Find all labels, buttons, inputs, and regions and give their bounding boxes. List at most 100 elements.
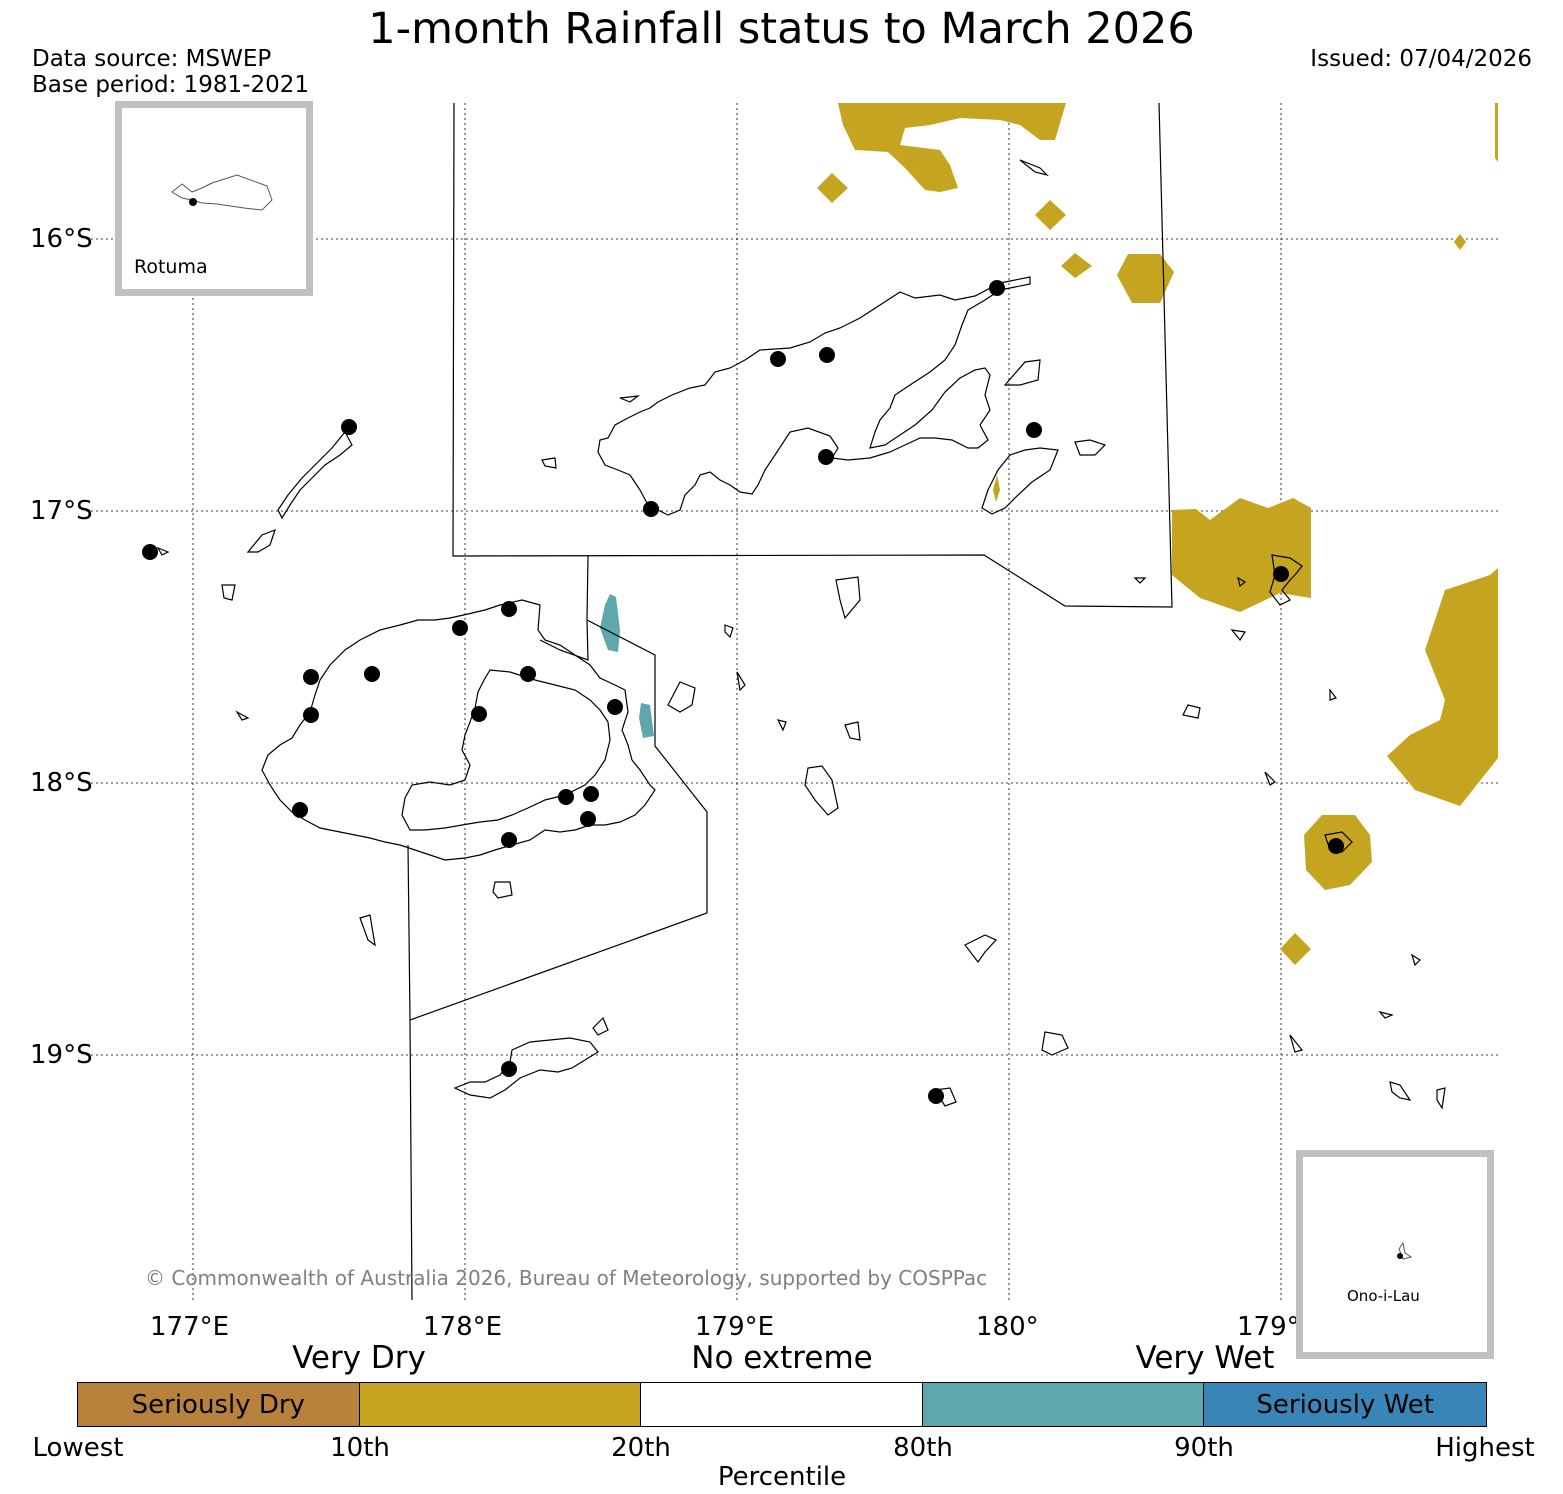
island-kioa (1074, 439, 1107, 456)
colorbar (77, 1382, 1487, 1427)
island-koro (835, 576, 861, 620)
pct-label-90th: 90th (1174, 1433, 1234, 1463)
station-dot (471, 706, 487, 722)
lat-label-17s: 17°S (30, 496, 93, 526)
island-lakeba (1269, 554, 1303, 606)
rotuma-inset: Rotuma (115, 101, 313, 296)
station-dot (583, 786, 599, 802)
station-dot (501, 601, 517, 617)
dry-region-edge-top (1495, 103, 1498, 162)
base-period: Base period: 1981-2021 (32, 72, 310, 98)
station-dot (303, 707, 319, 723)
colorbar-segment (922, 1383, 1205, 1426)
station-dot (643, 501, 659, 517)
station-dot (989, 280, 1005, 296)
chart-title: 1-month Rainfall status to March 2026 (368, 4, 1195, 54)
boundary-central-west (409, 555, 708, 1301)
island-small-1 (541, 457, 557, 469)
island-waya (221, 584, 236, 601)
coastlines (156, 159, 1446, 1110)
station-dot (292, 802, 308, 818)
island-beqa (492, 881, 513, 899)
lat-label-16s: 16°S (30, 224, 93, 254)
lon-label-178e: 178°E (423, 1312, 503, 1342)
ono-inset-map (1397, 1241, 1413, 1260)
station-dot (341, 419, 357, 435)
island-small-2 (844, 721, 861, 741)
island-taveuni (981, 447, 1059, 515)
island-small-9 (724, 624, 734, 639)
data-source: Data source: MSWEP (32, 46, 272, 72)
copyright-notice: © Commonwealth of Australia 2026, Bureau… (145, 1266, 988, 1290)
dry-region-small (1454, 234, 1466, 250)
lon-label-179w: 179° (1237, 1312, 1300, 1342)
station-dot (1328, 838, 1344, 854)
island-viti-levu (261, 599, 656, 861)
very-dry-regions (817, 103, 1498, 965)
island-small-11 (235, 710, 250, 721)
island-vanua-levu (597, 276, 1031, 516)
station-dot (452, 620, 468, 636)
island-small-12 (156, 546, 170, 556)
island-south-east (1389, 1081, 1412, 1101)
station-dot (501, 832, 517, 848)
island-tuvuca (1264, 771, 1276, 786)
very-wet-regions (600, 594, 654, 738)
station-dot (607, 699, 623, 715)
lon-label-179e: 179°E (695, 1312, 775, 1342)
ono-inset: Ono-i-Lau (1296, 1150, 1494, 1359)
station-dot (770, 351, 786, 367)
pct-label-80th: 80th (893, 1433, 953, 1463)
boundary-inner (407, 844, 411, 1021)
station-dot (819, 347, 835, 363)
island-kabara (1289, 1034, 1304, 1053)
dry-region-north (838, 103, 1066, 192)
lat-label-19s: 19°S (30, 1040, 93, 1070)
pct-label-20th: 20th (611, 1433, 671, 1463)
stations (142, 280, 1344, 1104)
rotuma-island-outline (171, 174, 273, 211)
lon-label-177e: 177°E (150, 1312, 230, 1342)
station-dot (364, 666, 380, 682)
island-vatulele (359, 914, 376, 947)
data-source-info: Data source: MSWEP Base period: 1981-202… (32, 46, 309, 98)
legend-very-dry-label: Very Dry (292, 1340, 426, 1376)
island-small-8 (592, 1016, 609, 1036)
island-vanuabalavu (1182, 704, 1201, 719)
colorbar-segment: Seriously Wet (1204, 1383, 1486, 1426)
island-yadua (246, 528, 276, 553)
island-gau (667, 681, 696, 713)
island-small-3 (619, 395, 641, 403)
island-ovalau (736, 671, 746, 692)
wet-region-2 (639, 703, 654, 738)
ono-label: Ono-i-Lau (1347, 1287, 1420, 1305)
island-cikobia (1019, 159, 1049, 177)
rotuma-station-dot (189, 198, 197, 206)
colorbar-segment (641, 1383, 923, 1426)
station-dot (520, 666, 536, 682)
island-small-6 (1410, 953, 1421, 967)
station-dot (558, 789, 574, 805)
station-dot (580, 811, 596, 827)
island-small-4 (1133, 577, 1147, 584)
dry-region-east (1387, 568, 1498, 806)
island-naitaba (1329, 688, 1337, 701)
legend-no-extreme-label: No extreme (691, 1340, 873, 1376)
island-matuku (1041, 1031, 1069, 1056)
dry-region-diamond-2 (1035, 200, 1066, 230)
boundary-northern (452, 102, 1173, 608)
island-rabi (1003, 359, 1041, 386)
boundary-west (539, 619, 589, 661)
dry-region-sliver (993, 475, 1000, 502)
island-kadavu (453, 1037, 599, 1099)
station-dot (142, 544, 158, 560)
rotuma-inset-map (171, 174, 273, 211)
dry-region-lau (1172, 498, 1311, 612)
lon-label-180: 180° (976, 1312, 1039, 1342)
island-cicia (1230, 629, 1246, 642)
legend-very-wet-label: Very Wet (1135, 1340, 1275, 1376)
island-viti-inner (401, 669, 611, 831)
station-dot (501, 1061, 517, 1077)
percentile-axis-title: Percentile (717, 1462, 847, 1492)
